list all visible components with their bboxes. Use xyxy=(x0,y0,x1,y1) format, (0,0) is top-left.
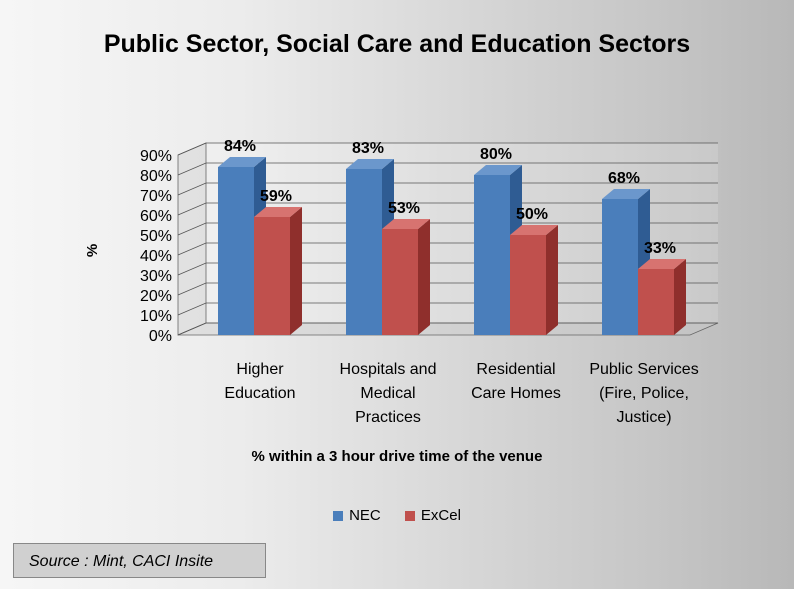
bar-top xyxy=(254,207,302,217)
legend-item-excel: ExCel xyxy=(404,507,461,524)
data-label: 80% xyxy=(480,146,512,163)
x-tick-label: Medical xyxy=(360,385,415,402)
bar xyxy=(254,217,290,335)
bar xyxy=(346,169,382,335)
bar-top xyxy=(382,219,430,229)
bar-top xyxy=(346,159,394,169)
bar-top xyxy=(602,189,650,199)
data-label: 59% xyxy=(260,188,292,205)
y-tick-label: 40% xyxy=(140,248,172,265)
y-axis-label: % xyxy=(84,243,102,258)
x-tick-label: Care Homes xyxy=(471,385,561,402)
data-label: 83% xyxy=(352,140,384,157)
bar-side xyxy=(674,259,686,335)
source-text: Source : Mint, CACI Insite xyxy=(29,553,214,570)
x-tick-label: Justice) xyxy=(616,409,671,426)
back-wall xyxy=(206,143,718,323)
legend-label-excel: ExCel xyxy=(420,507,461,524)
bar-top xyxy=(218,157,266,167)
x-tick-label: Higher xyxy=(236,361,284,378)
bar xyxy=(602,199,638,335)
bar-top xyxy=(510,225,558,235)
x-tick-label: Public Services xyxy=(589,361,698,378)
chart-title: Public Sector, Social Care and Education… xyxy=(103,30,691,58)
data-label: 33% xyxy=(644,240,676,257)
y-tick-label: 30% xyxy=(140,268,172,285)
x-tick-label: (Fire, Police, xyxy=(599,385,689,402)
bar xyxy=(510,235,546,335)
x-tick-label: Hospitals and xyxy=(340,361,437,378)
gridline xyxy=(177,202,718,216)
bar-side xyxy=(418,219,430,335)
x-tick-label: Education xyxy=(224,385,295,402)
x-tick-label: Practices xyxy=(355,409,421,426)
legend-label-nec: NEC xyxy=(349,507,381,524)
bar-top xyxy=(638,259,686,269)
x-tick-label: Residential xyxy=(476,361,555,378)
gridline xyxy=(177,182,718,196)
y-tick-label: 0% xyxy=(149,328,172,345)
data-label: 53% xyxy=(388,200,420,217)
y-tick-label: 10% xyxy=(140,308,172,325)
gridline xyxy=(177,222,718,236)
bar-side xyxy=(546,225,558,335)
bar-side xyxy=(290,207,302,335)
legend: NEC ExCel xyxy=(0,507,794,524)
bar xyxy=(382,229,418,335)
gridline xyxy=(177,162,718,176)
source-box: Source : Mint, CACI Insite xyxy=(13,543,266,578)
bar xyxy=(638,269,674,335)
y-tick-label: 70% xyxy=(140,188,172,205)
side-wall xyxy=(177,142,207,336)
bar-top xyxy=(474,165,522,175)
data-label: 84% xyxy=(224,138,256,155)
bar xyxy=(474,175,510,335)
y-tick-label: 20% xyxy=(140,288,172,305)
gridline xyxy=(177,142,718,156)
legend-item-nec: NEC xyxy=(333,507,381,524)
data-label: 50% xyxy=(516,206,548,223)
data-label: 68% xyxy=(608,170,640,187)
y-tick-label: 50% xyxy=(140,228,172,245)
bar xyxy=(218,167,254,335)
x-axis-label: % within a 3 hour drive time of the venu… xyxy=(251,448,543,465)
y-tick-label: 60% xyxy=(140,208,172,225)
legend-swatch-excel xyxy=(404,511,415,522)
y-tick-label: 90% xyxy=(140,148,172,165)
y-tick-label: 80% xyxy=(140,168,172,185)
legend-swatch-nec xyxy=(333,511,344,522)
